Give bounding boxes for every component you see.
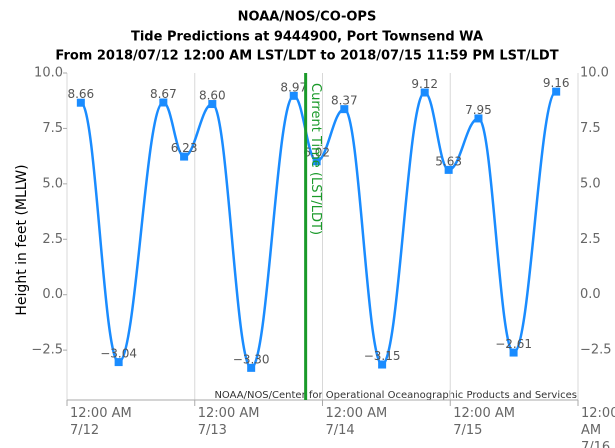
value-label: 8.37 (331, 94, 358, 108)
x-tick-label: 12:00 AM 7/12 (70, 406, 132, 438)
x-tick-label: 12:00 AM 7/14 (325, 406, 388, 438)
value-label: 9.16 (543, 76, 570, 90)
y-tick-label-right: 0.0 (580, 287, 601, 302)
y-tick-label-right: 5.0 (580, 176, 601, 191)
marker (208, 100, 217, 109)
value-label: 6.23 (171, 141, 198, 155)
marker (114, 358, 123, 367)
marker (552, 87, 561, 96)
marker (312, 157, 321, 166)
value-label: −2.61 (495, 337, 532, 351)
y-tick-label: 5.0 (42, 176, 63, 191)
marker (509, 348, 518, 357)
marker (180, 152, 189, 161)
y-tick-label: 0.0 (42, 287, 63, 302)
y-tick-label: 2.5 (42, 232, 63, 247)
y-tick-label-right: 7.5 (580, 121, 601, 136)
chart-subtitle: From 2018/07/12 12:00 AM LST/LDT to 2018… (55, 49, 558, 64)
x-tick-label: 12:00 AM 7/15 (453, 406, 515, 438)
value-label: 8.67 (150, 87, 177, 101)
marker (420, 88, 429, 97)
marker (76, 98, 85, 107)
y-tick-label-right: −2.5 (580, 343, 612, 358)
y-tick-label-right: 2.5 (580, 232, 601, 247)
value-label: 8.66 (67, 87, 94, 101)
marker (159, 98, 168, 107)
y-tick-label-right: 10.0 (580, 66, 609, 81)
credit: NOAA/NOS/Center for Operational Oceanogr… (214, 390, 577, 401)
value-label: 8.60 (199, 89, 226, 103)
y-tick-label: 7.5 (42, 121, 63, 136)
value-label: 8.97 (280, 80, 307, 94)
chart-subtitle: Tide Predictions at 9444900, Port Townse… (131, 30, 483, 45)
value-label: 6.02 (303, 146, 330, 160)
value-label: −3.30 (233, 352, 270, 366)
value-label: −3.04 (100, 347, 137, 361)
marker (247, 363, 256, 372)
marker (340, 105, 349, 114)
y-axis-label: Height in feet (MLLW) (14, 164, 30, 315)
chart-title: NOAA/NOS/CO-OPS (238, 10, 377, 25)
marker (289, 91, 298, 100)
y-tick-label: −2.5 (31, 343, 63, 358)
x-tick-label: 12:00 AM 7/13 (197, 406, 260, 438)
marker (378, 360, 387, 369)
value-label: 9.12 (411, 77, 438, 91)
value-label: 5.63 (435, 154, 462, 168)
value-label: 7.95 (465, 103, 492, 117)
marker (474, 114, 483, 123)
x-tick-label: 12:00 AM 7/16 (581, 406, 615, 448)
current-time-label: Current Time (LST/LDT) (308, 83, 323, 235)
value-label: −3.15 (364, 349, 401, 363)
marker (444, 165, 453, 174)
y-tick-label: 10.0 (34, 66, 63, 81)
